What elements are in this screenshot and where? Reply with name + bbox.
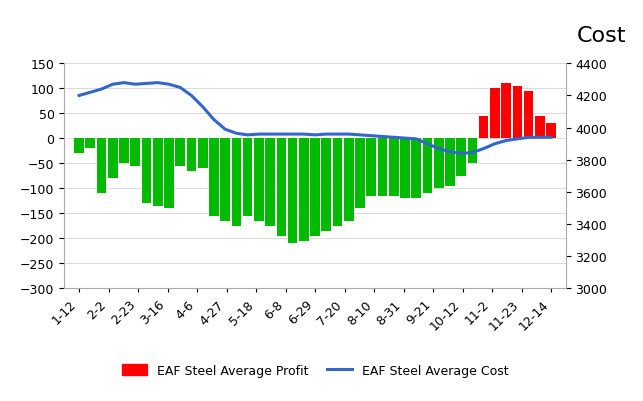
Bar <box>153 139 163 207</box>
Bar <box>176 139 185 166</box>
Bar <box>74 139 84 154</box>
Bar <box>276 139 286 236</box>
Bar <box>332 139 342 226</box>
Bar <box>299 139 309 241</box>
Bar <box>254 139 264 221</box>
Bar <box>310 139 320 236</box>
Bar <box>96 139 106 194</box>
Bar <box>547 124 556 139</box>
Bar <box>400 139 410 199</box>
Bar <box>524 91 534 139</box>
Bar <box>412 139 421 199</box>
Bar <box>344 139 354 221</box>
Bar <box>355 139 365 209</box>
Bar <box>467 139 477 164</box>
Bar <box>422 139 432 194</box>
Bar <box>141 139 151 204</box>
Bar <box>164 139 174 209</box>
Bar <box>322 139 331 231</box>
Bar <box>86 139 95 149</box>
Bar <box>209 139 219 217</box>
Bar <box>131 139 140 166</box>
Bar <box>108 139 118 179</box>
Bar <box>243 139 253 217</box>
Bar <box>389 139 399 196</box>
Bar <box>377 139 387 196</box>
Bar <box>119 139 129 164</box>
Bar <box>221 139 230 221</box>
Bar <box>535 117 545 139</box>
Bar <box>288 139 298 244</box>
Bar <box>445 139 455 186</box>
Bar <box>198 139 208 169</box>
Bar <box>367 139 376 196</box>
Bar <box>479 117 489 139</box>
Bar <box>512 87 522 139</box>
Bar <box>231 139 241 226</box>
Bar <box>457 139 466 176</box>
Bar <box>434 139 444 189</box>
Legend: EAF Steel Average Profit, EAF Steel Average Cost: EAF Steel Average Profit, EAF Steel Aver… <box>122 364 509 377</box>
Bar <box>502 84 511 139</box>
Bar <box>266 139 275 226</box>
Bar <box>490 89 500 139</box>
Bar <box>186 139 196 172</box>
Text: Cost: Cost <box>577 26 626 46</box>
